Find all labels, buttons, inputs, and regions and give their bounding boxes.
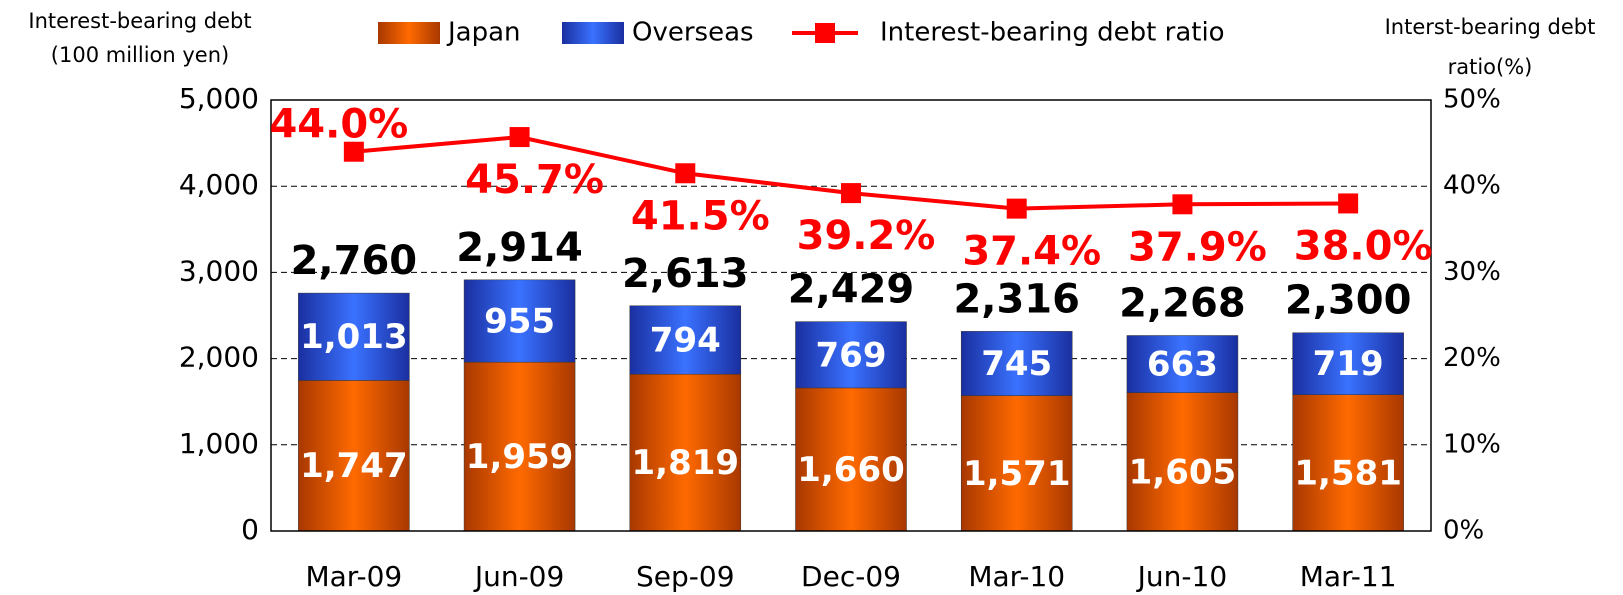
bar-segment xyxy=(795,321,907,389)
data-label: 955 xyxy=(484,301,555,341)
y2-tick-label: 30% xyxy=(1443,257,1501,287)
y-axis-label: (100 million yen) xyxy=(51,43,229,67)
data-label: 745 xyxy=(981,344,1052,384)
data-label: 1,959 xyxy=(466,437,574,477)
data-label: 1,013 xyxy=(300,317,408,357)
legend-label: Interest-bearing debt ratio xyxy=(880,18,1225,48)
y2-tick-label: 0% xyxy=(1443,516,1484,546)
data-label: 1,581 xyxy=(1294,453,1402,493)
line-marker xyxy=(509,127,530,148)
y-tick-label: 3,000 xyxy=(179,254,259,287)
line-marker xyxy=(841,183,861,204)
bar-segment xyxy=(1292,332,1404,395)
y2-tick-label: 10% xyxy=(1443,429,1501,459)
data-label: 663 xyxy=(1147,345,1218,385)
data-label: 1,605 xyxy=(1129,452,1237,492)
total-label: 2,613 xyxy=(622,251,749,297)
y2-axis-label: ratio(%) xyxy=(1448,55,1533,79)
data-label: 1,660 xyxy=(797,450,905,490)
x-tick-label: Mar-09 xyxy=(305,560,402,593)
legend-label: Overseas xyxy=(632,18,754,48)
line-data-label: 44.0% xyxy=(269,102,408,148)
line-marker xyxy=(343,141,364,162)
bar-segment xyxy=(1292,394,1404,532)
bar-segment xyxy=(1126,335,1239,393)
y-tick-label: 2,000 xyxy=(179,341,259,374)
x-tick-label: Sep-09 xyxy=(636,560,735,593)
x-tick-label: Jun-10 xyxy=(1136,560,1227,593)
line-marker xyxy=(1006,198,1027,219)
y2-tick-label: 50% xyxy=(1443,85,1501,115)
line-data-label: 41.5% xyxy=(631,193,770,239)
bar-segment xyxy=(298,380,410,532)
data-label: 794 xyxy=(650,320,721,360)
data-label: 1,571 xyxy=(963,454,1071,494)
bar-segment xyxy=(629,305,742,375)
total-label: 2,914 xyxy=(456,225,583,271)
line-data-label: 39.2% xyxy=(797,213,936,259)
bar-segment xyxy=(960,331,1073,396)
legend-marker xyxy=(815,23,835,43)
line-data-label: 45.7% xyxy=(465,157,604,203)
x-tick-label: Jun-09 xyxy=(473,560,564,593)
line-marker xyxy=(675,163,696,184)
line-data-label: 37.9% xyxy=(1128,224,1267,270)
line-data-label: 37.4% xyxy=(962,229,1101,275)
y-tick-label: 4,000 xyxy=(179,168,259,201)
total-label: 2,760 xyxy=(291,238,418,284)
bar-segment xyxy=(1126,392,1239,532)
data-label: 1,819 xyxy=(632,443,740,483)
bar-segment xyxy=(629,373,742,532)
data-label: 769 xyxy=(816,335,887,375)
legend-swatch xyxy=(378,22,440,44)
bar-segment xyxy=(463,279,576,363)
y2-axis-label: Interst-bearing debt xyxy=(1385,15,1596,39)
data-label: 719 xyxy=(1313,344,1384,384)
bar-segment xyxy=(298,292,410,381)
y-tick-label: 0 xyxy=(241,513,259,546)
x-tick-label: Mar-11 xyxy=(1300,560,1397,593)
y-tick-label: 1,000 xyxy=(179,427,259,460)
line-marker xyxy=(1172,194,1193,215)
bar-segment xyxy=(960,395,1073,532)
legend-label: Japan xyxy=(446,18,521,48)
bar-segment xyxy=(795,387,907,532)
total-label: 2,316 xyxy=(953,276,1080,322)
line-marker xyxy=(1338,193,1359,214)
total-label: 2,268 xyxy=(1119,280,1246,326)
x-tick-label: Mar-10 xyxy=(968,560,1065,593)
plot-frame xyxy=(270,99,1432,532)
y-axis-label: Interest-bearing debt xyxy=(28,9,251,33)
legend-swatch xyxy=(562,22,624,44)
data-label: 1,747 xyxy=(300,446,408,486)
total-label: 2,429 xyxy=(788,267,915,313)
total-label: 2,300 xyxy=(1285,278,1412,324)
y2-tick-label: 40% xyxy=(1443,171,1501,201)
x-tick-label: Dec-09 xyxy=(801,560,901,593)
y2-tick-label: 20% xyxy=(1443,343,1501,373)
line-data-label: 38.0% xyxy=(1294,223,1433,269)
y-tick-label: 5,000 xyxy=(179,82,259,115)
